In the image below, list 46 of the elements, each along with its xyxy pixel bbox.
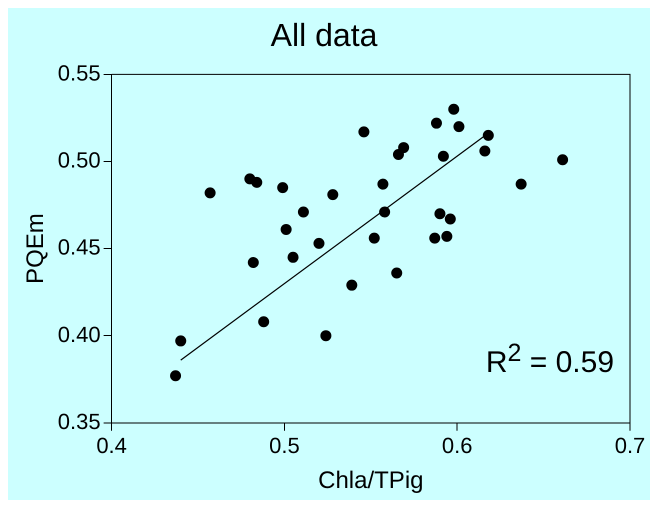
point (298, 206, 309, 218)
point (280, 224, 292, 235)
x-tick-label: 0.7 (614, 433, 646, 458)
point (429, 232, 440, 244)
point (482, 130, 494, 141)
point (379, 206, 390, 218)
point (448, 104, 460, 115)
point (453, 121, 464, 132)
x-axis-title: Chla/TPig (318, 467, 424, 494)
point (327, 189, 338, 200)
point (251, 176, 262, 188)
point (170, 370, 182, 382)
point (346, 280, 358, 291)
point (438, 150, 449, 162)
point (368, 232, 380, 244)
point (358, 126, 370, 138)
point (377, 178, 388, 190)
y-axis-title: PQEm (22, 213, 50, 284)
point (175, 335, 186, 346)
point (258, 316, 270, 328)
point (430, 118, 442, 129)
point (392, 149, 404, 160)
x-tick-label: 0.6 (442, 433, 473, 458)
point (248, 257, 259, 268)
y-tick-label: 0.55 (58, 60, 101, 86)
point (277, 182, 288, 194)
point (516, 178, 527, 190)
point (557, 154, 568, 166)
x-tick-label: 0.4 (96, 433, 127, 458)
annotation: R$^{2}$ = 0.59 (486, 339, 614, 380)
point (313, 238, 324, 249)
point (398, 142, 410, 154)
y-tick-label: 0.40 (58, 322, 101, 347)
point (479, 146, 490, 157)
point (320, 330, 332, 342)
point (434, 208, 446, 220)
y-tick-label: 0.35 (58, 408, 101, 434)
point (204, 187, 216, 198)
point (391, 267, 402, 278)
y-tick-label: 0.45 (58, 234, 101, 260)
point (444, 213, 456, 224)
point (441, 230, 452, 242)
chart-title: All data (270, 17, 378, 54)
point (288, 252, 299, 263)
y-tick-label: 0.50 (58, 148, 101, 173)
x-tick-label: 0.5 (269, 433, 300, 458)
